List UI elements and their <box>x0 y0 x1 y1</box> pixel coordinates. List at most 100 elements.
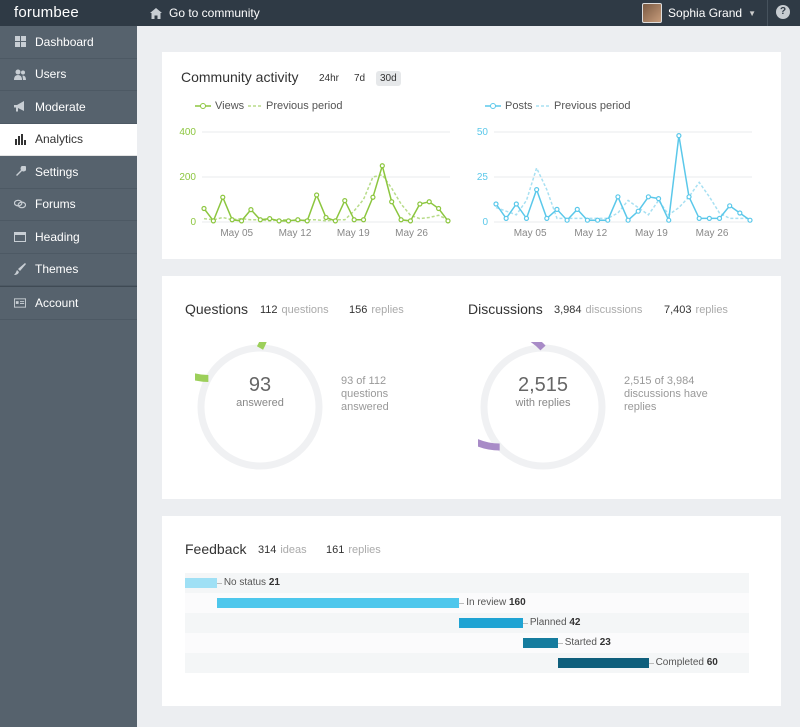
previous-period-line <box>495 165 750 220</box>
sidebar-item-moderate[interactable]: Moderate <box>0 91 137 124</box>
megaphone-icon <box>14 101 26 113</box>
views-legend[interactable]: Views <box>195 100 244 112</box>
data-point[interactable] <box>257 217 263 223</box>
x-tick-label: May 26 <box>395 228 428 239</box>
data-point[interactable] <box>267 216 273 222</box>
feedback-label-connector <box>557 643 563 644</box>
data-point[interactable] <box>493 201 499 207</box>
data-point[interactable] <box>747 217 753 223</box>
data-point[interactable] <box>615 194 621 200</box>
discussions-replies-count: 7,403 <box>664 304 692 316</box>
data-point[interactable] <box>417 201 423 207</box>
feedback-title: Feedback <box>185 541 247 557</box>
data-point[interactable] <box>426 199 432 205</box>
forums-icon <box>14 198 26 210</box>
feedback-bar-label: In review 160 <box>466 597 525 608</box>
avatar <box>642 3 663 23</box>
data-point[interactable] <box>238 218 245 224</box>
data-point[interactable] <box>248 207 254 213</box>
data-point[interactable] <box>595 217 601 223</box>
feedback-bar[interactable] <box>216 598 460 608</box>
data-point[interactable] <box>655 195 662 202</box>
data-point[interactable] <box>229 217 235 223</box>
data-point[interactable] <box>332 218 338 224</box>
logo[interactable]: forumbee <box>14 4 79 21</box>
help-icon[interactable]: ? <box>776 5 790 19</box>
data-point[interactable] <box>686 194 692 200</box>
data-point[interactable] <box>513 201 519 207</box>
data-point[interactable] <box>584 217 591 223</box>
sidebar-item-label: Users <box>35 67 67 82</box>
top-bar: forumbee Go to community Sophia Grand ▼ … <box>0 0 800 26</box>
feedback-bar[interactable] <box>185 578 217 588</box>
data-point[interactable] <box>210 218 216 224</box>
range-24hr-tab[interactable]: 24hr <box>319 73 340 84</box>
data-point[interactable] <box>544 215 550 222</box>
sidebar-item-forums[interactable]: Forums <box>0 189 137 221</box>
views-previous-legend[interactable]: Previous period <box>248 100 342 112</box>
data-point[interactable] <box>407 218 414 224</box>
data-point[interactable] <box>523 215 530 222</box>
data-point[interactable] <box>645 194 651 200</box>
sidebar-item-account[interactable]: Account <box>0 287 137 320</box>
data-point[interactable] <box>574 206 580 213</box>
data-point[interactable] <box>379 163 385 169</box>
data-point[interactable] <box>220 194 226 200</box>
feedback-status-count: 60 <box>706 657 718 668</box>
go-to-community-link[interactable]: Go to community <box>150 6 260 20</box>
posts-previous-legend[interactable]: Previous period <box>536 100 630 112</box>
data-point[interactable] <box>304 218 310 224</box>
sidebar-item-dashboard[interactable]: Dashboard <box>0 26 137 59</box>
data-point[interactable] <box>295 217 301 223</box>
data-point[interactable] <box>564 217 570 223</box>
data-point[interactable] <box>276 218 282 224</box>
data-point[interactable] <box>727 203 733 209</box>
data-point[interactable] <box>342 198 348 204</box>
feedback-status-count: 21 <box>268 577 280 588</box>
sidebar-item-users[interactable]: Users <box>0 59 137 91</box>
data-point[interactable] <box>398 217 404 223</box>
data-point[interactable] <box>676 133 682 139</box>
sidebar-item-settings[interactable]: Settings <box>0 156 137 189</box>
grid-icon <box>14 36 26 48</box>
data-point[interactable] <box>323 214 329 221</box>
data-point[interactable] <box>314 192 320 198</box>
feedback-bar[interactable] <box>557 658 649 668</box>
range-7d-tab[interactable]: 7d <box>354 73 366 84</box>
user-menu[interactable]: Sophia Grand ▼ <box>642 3 756 23</box>
feedback-bar[interactable] <box>522 638 558 648</box>
posts-legend[interactable]: Posts <box>485 100 533 112</box>
user-name: Sophia Grand <box>668 6 743 20</box>
data-point[interactable] <box>360 217 367 223</box>
sidebar-item-label: Account <box>35 295 79 310</box>
data-point[interactable] <box>706 215 712 222</box>
data-point[interactable] <box>737 210 743 216</box>
questions-replies-stat: 156 replies <box>349 304 404 316</box>
data-point[interactable] <box>351 217 357 223</box>
sidebar-item-analytics[interactable]: Analytics <box>0 123 137 156</box>
range-30d-tab[interactable]: 30d <box>376 71 401 86</box>
data-point[interactable] <box>503 215 509 222</box>
sidebar-item-themes[interactable]: Themes <box>0 254 137 286</box>
data-point[interactable] <box>625 217 631 223</box>
data-point[interactable] <box>436 205 442 212</box>
data-point[interactable] <box>445 218 451 224</box>
data-point[interactable] <box>666 217 672 223</box>
solid-line-swatch-icon <box>485 103 501 109</box>
data-point[interactable] <box>534 186 540 193</box>
data-point[interactable] <box>554 206 560 213</box>
sidebar-item-heading[interactable]: Heading <box>0 221 137 254</box>
data-point[interactable] <box>285 218 292 224</box>
data-point[interactable] <box>201 205 207 212</box>
data-point[interactable] <box>635 208 641 214</box>
data-point[interactable] <box>370 194 376 200</box>
discussions-replies-label: replies <box>695 304 728 316</box>
brush-icon <box>14 263 26 276</box>
go-to-community-label: Go to community <box>169 6 260 20</box>
data-point[interactable] <box>696 215 702 222</box>
data-point[interactable] <box>605 217 611 223</box>
feedback-bar[interactable] <box>459 618 523 628</box>
y-tick-label: 0 <box>482 217 488 228</box>
data-point[interactable] <box>716 215 723 222</box>
data-point[interactable] <box>389 199 395 205</box>
